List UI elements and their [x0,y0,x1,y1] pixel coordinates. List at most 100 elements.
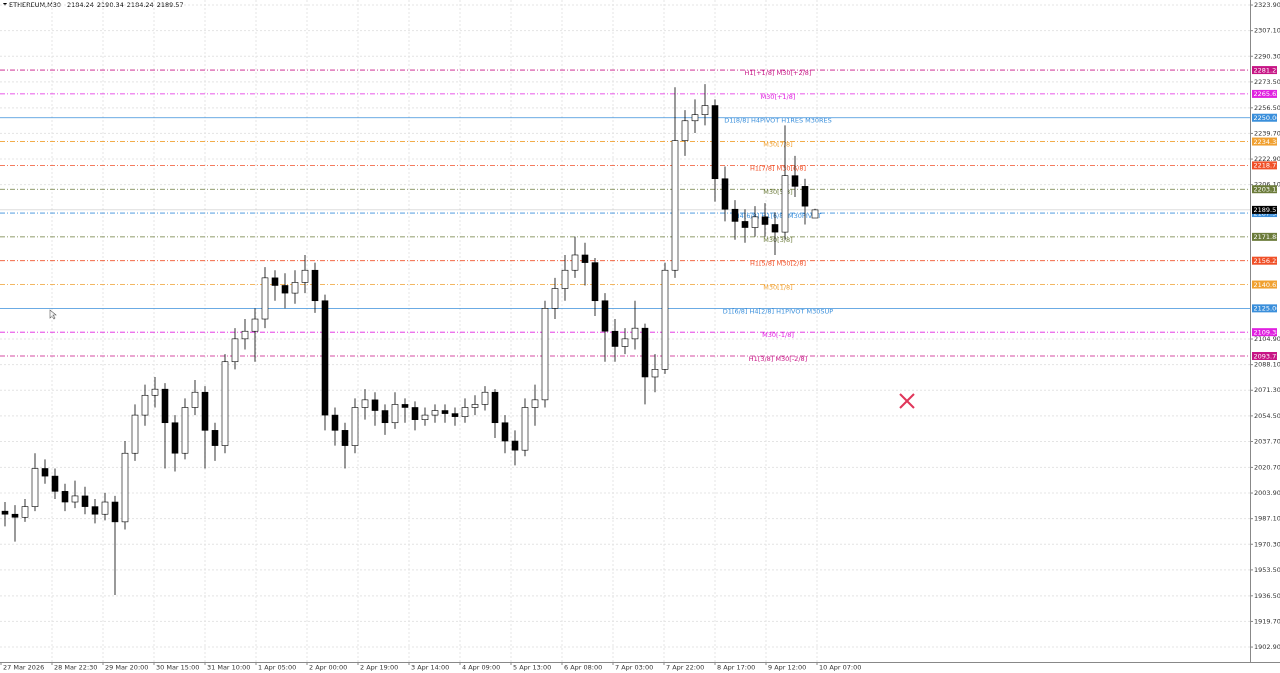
candle-body [751,216,759,228]
y-tick-label: 2273.50 [1254,78,1280,86]
candle-body [61,491,69,503]
candle-body [521,407,529,451]
level-price-label: 2281.25 [1254,66,1280,74]
candle-body [661,269,669,370]
y-tick-label: 1902.90 [1254,643,1280,651]
candles [1,84,819,596]
cross-stroke [899,393,915,409]
candle-body [151,388,159,396]
candle-body [361,399,369,408]
candle-body [781,175,789,233]
level-name: H1[+1/8] M30[+2/8] [745,69,812,77]
level-name: D1[6/8] H4[2/8] H1PIVOT M30SUP [723,307,833,315]
candle-body [131,414,139,454]
candle-body [201,391,209,431]
x-tick-label: 10 Apr 07:00 [819,664,861,672]
candle-body [391,404,399,424]
candle-body [31,468,39,507]
level-name: H4[6/8] H1[6/8] M30PIVOT [735,212,821,220]
candle-body [621,338,629,347]
level-price-box [1252,113,1277,122]
y-tick-label: 2088.10 [1254,361,1280,369]
level-name: M30[5/8] [763,188,792,196]
level-name: H1[7/8] M30[6/8] [750,164,806,172]
y-tick-label: 1987.10 [1254,515,1280,523]
y-tick-label: 2104.90 [1254,335,1280,343]
candle-body [711,105,719,180]
candle-body [341,430,349,446]
level-name: M30[7/8] [763,141,792,149]
candle-body [231,338,239,363]
x-tick-label: 27 Mar 2026 [3,664,44,672]
x-tick-label: 31 Mar 10:00 [207,664,250,672]
y-tick-label: 1919.70 [1254,617,1280,625]
level-name: M30[+1/8] [761,93,796,101]
candle-body [191,391,199,408]
y-tick-label: 2290.30 [1254,52,1280,60]
menu-arrow[interactable] [3,3,7,6]
y-tick-label: 2222.90 [1254,155,1280,163]
y-tick-label: 2054.50 [1254,412,1280,420]
candle-body [691,114,699,122]
level-price-label: 2250.00 [1254,114,1280,122]
level-price-label: 2125.00 [1254,305,1280,313]
y-tick-label: 2256.50 [1254,104,1280,112]
candle-body [381,410,389,424]
y-tick-label: 2037.70 [1254,437,1280,445]
candle-body [541,308,549,401]
level-price-label: 2140.62 [1254,281,1280,289]
y-tick-label: 1970.30 [1254,540,1280,548]
level-price-box [1252,352,1277,361]
candle-body [471,404,479,408]
candle-body [701,105,709,115]
level-price-box [1252,256,1277,265]
candle-body [761,216,769,225]
candle-body [251,318,259,332]
candle-body [221,361,229,446]
x-tick-label: 2 Apr 19:00 [360,664,398,672]
candle-body [241,330,249,340]
candle-body [121,452,129,523]
x-tick-label: 4 Apr 09:00 [462,664,500,672]
y-tick-label: 2307.10 [1254,27,1280,35]
x-tick-label: 8 Apr 17:00 [717,664,755,672]
level-price-label: 2203.12 [1254,186,1280,194]
x-tick-label: 2 Apr 00:00 [309,664,347,672]
level-price-box [1252,328,1277,337]
candle-body [651,369,659,378]
level-name: H1[3/8] M30[-2/8] [749,355,807,363]
candle-body [81,495,89,507]
y-tick-label: 1936.50 [1254,592,1280,600]
candle-body [531,399,539,408]
level-price-label: 2109.38 [1254,328,1280,336]
candle-body [591,262,599,302]
candle-body [311,269,319,302]
level-price-label: 2265.62 [1254,90,1280,98]
level-price-label: 2156.25 [1254,257,1280,265]
level-price-box [1252,232,1277,241]
candle-body [611,330,619,347]
candle-body [801,186,809,207]
x-tick-label: 7 Apr 22:00 [666,664,704,672]
candle-body [511,440,519,451]
close-icon [899,393,915,409]
y-tick-label: 2239.70 [1254,129,1280,137]
candle-body [181,407,189,454]
candle-body [501,422,509,442]
x-tick-label: 1 Apr 05:00 [258,664,296,672]
level-price-box [1252,89,1277,98]
level-price-box [1252,66,1277,75]
level-name: H1[5/8] M30[2/8] [750,260,806,268]
candle-body [401,404,409,408]
candle-body [741,221,749,228]
level-price-label: 2171.88 [1254,233,1280,241]
candle-body [91,506,99,515]
y-tick-label: 2020.70 [1254,463,1280,471]
candle-body [351,407,359,446]
x-tick-label: 6 Apr 08:00 [564,664,602,672]
candle-body [331,414,339,431]
candle-body [41,468,49,477]
candle-body [421,414,429,420]
